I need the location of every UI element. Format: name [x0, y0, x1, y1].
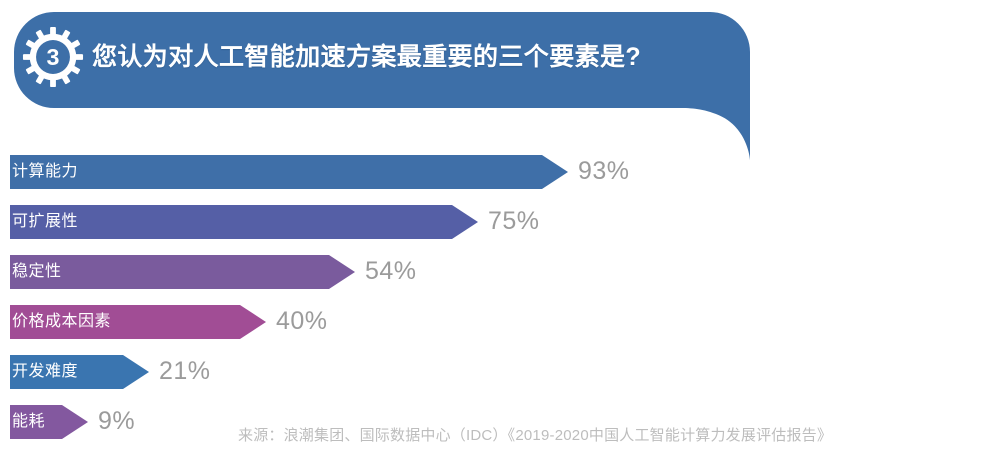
- bar-row: 计算能力 93%: [0, 155, 688, 189]
- source-note: 来源：浪潮集团、国际数据中心（IDC）《2019-2020中国人工智能计算力发展…: [238, 427, 833, 444]
- bar-value: 21%: [159, 357, 211, 385]
- bar-chart: 计算能力 93% 可扩展性 75% 稳定性 54% 价格成本因素 40% 开发难度 21% 能耗 9%: [0, 155, 1000, 465]
- bar-arrow-shape: [10, 255, 355, 289]
- banner-content: 3 您认为对人工智能加速方案最重要的三个要素是?: [22, 18, 722, 96]
- bar-row: 稳定性 54%: [0, 255, 475, 289]
- bar-label: 能耗: [12, 413, 46, 430]
- bar-arrow-shape: [10, 155, 568, 189]
- banner-title: 您认为对人工智能加速方案最重要的三个要素是?: [92, 42, 642, 71]
- banner-shape: [14, 12, 750, 160]
- bar-row: 能耗 9%: [0, 405, 208, 439]
- bar-arrow-shape: [10, 405, 88, 439]
- bar-value: 93%: [578, 157, 630, 185]
- bar-label: 稳定性: [12, 263, 62, 280]
- bar-label: 计算能力: [12, 163, 79, 180]
- badge-number: 3: [47, 44, 60, 70]
- bar-value: 9%: [98, 407, 136, 435]
- bar-arrow-shape: [10, 205, 478, 239]
- header-banner: 3 您认为对人工智能加速方案最重要的三个要素是?: [0, 0, 1000, 165]
- bar-row: 可扩展性 75%: [0, 205, 598, 239]
- bar-value: 75%: [488, 207, 540, 235]
- bar-arrow-shape: [10, 305, 266, 339]
- bar-label: 开发难度: [12, 363, 79, 380]
- bar-value: 54%: [365, 257, 417, 285]
- bar-row: 开发难度 21%: [0, 355, 269, 389]
- bar-arrow-shape: [10, 355, 149, 389]
- gear-icon: 3: [22, 26, 84, 88]
- bar-label: 可扩展性: [12, 213, 79, 230]
- bar-value: 40%: [276, 307, 328, 335]
- bar-row: 价格成本因素 40%: [0, 305, 386, 339]
- bar-label: 价格成本因素: [12, 313, 112, 330]
